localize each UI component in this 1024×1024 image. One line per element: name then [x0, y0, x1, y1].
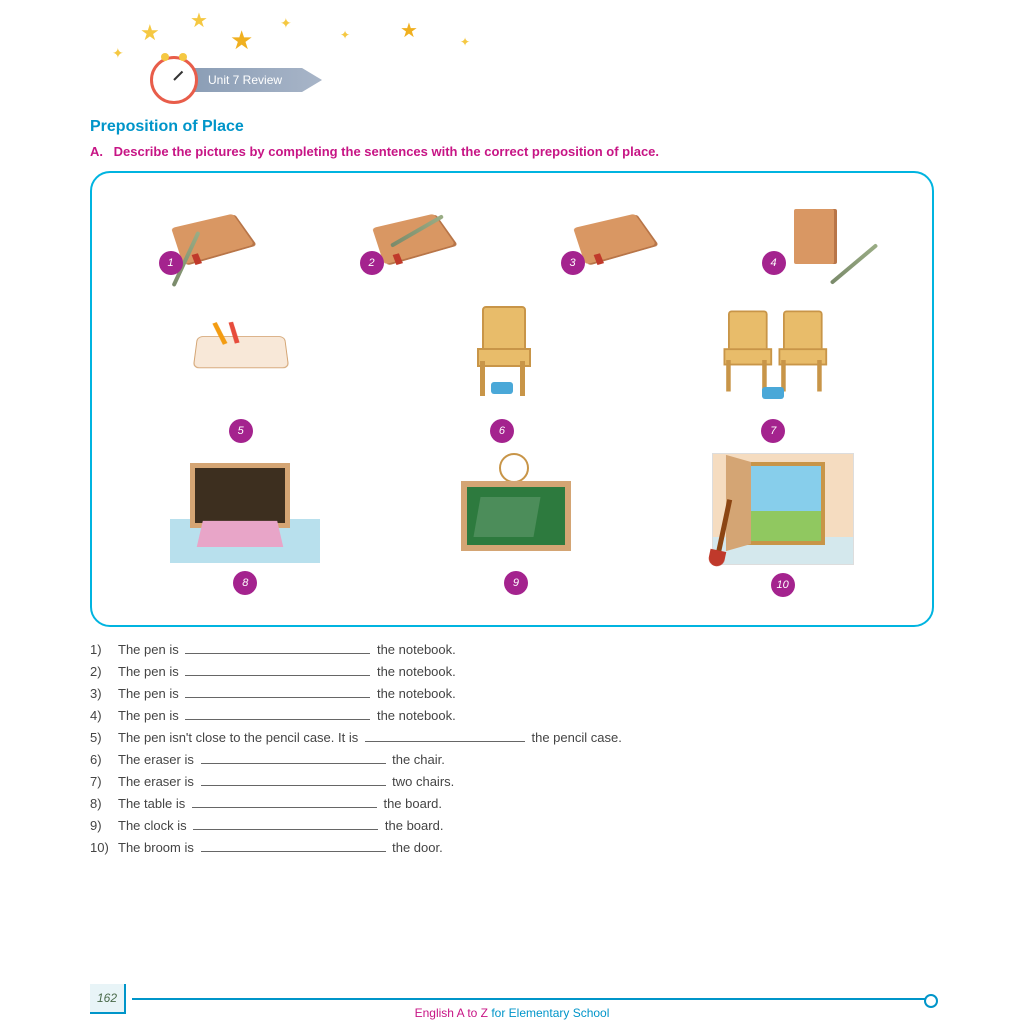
- section-title: Preposition of Place: [90, 118, 934, 136]
- picture-3: 3: [553, 191, 673, 281]
- exercise-letter: A.: [90, 144, 110, 159]
- picture-1: 1: [151, 191, 271, 281]
- number-badge: 1: [159, 251, 183, 275]
- picture-6: 6: [427, 291, 577, 443]
- question-1: 1)The pen is the notebook.: [90, 642, 934, 657]
- question-2: 2)The pen is the notebook.: [90, 664, 934, 679]
- footer-title: English A to Z for Elementary School: [407, 1006, 618, 1020]
- answer-blank[interactable]: [193, 829, 378, 830]
- number-badge: 3: [561, 251, 585, 275]
- picture-row-1: 1 2 3 4: [110, 191, 914, 281]
- star-icon: ★: [140, 20, 160, 46]
- question-8: 8)The table is the board.: [90, 796, 934, 811]
- picture-9: 9: [441, 453, 591, 597]
- picture-8: 8: [170, 453, 320, 597]
- answer-blank[interactable]: [185, 719, 370, 720]
- star-icon: ✦: [112, 45, 124, 62]
- star-icon: ★: [230, 25, 253, 56]
- footer-divider: [132, 998, 934, 1000]
- star-icon: ✦: [460, 35, 470, 49]
- picture-2: 2: [352, 191, 472, 281]
- pictures-container: 1 2 3 4 5 6: [90, 171, 934, 627]
- question-7: 7)The eraser is two chairs.: [90, 774, 934, 789]
- answer-blank[interactable]: [365, 741, 525, 742]
- picture-10: 10: [712, 453, 854, 597]
- unit-header: Unit 7 Review: [150, 60, 934, 100]
- number-badge: 6: [490, 419, 514, 443]
- number-badge: 7: [761, 419, 785, 443]
- number-badge: 4: [762, 251, 786, 275]
- question-10: 10)The broom is the door.: [90, 840, 934, 855]
- answer-blank[interactable]: [192, 807, 377, 808]
- exercise-instruction: A. Describe the pictures by completing t…: [90, 144, 934, 159]
- page-number: 162: [90, 984, 126, 1014]
- star-icon: ✦: [340, 28, 350, 42]
- picture-row-3: 8 9 10: [110, 453, 914, 597]
- question-4: 4)The pen is the notebook.: [90, 708, 934, 723]
- star-icon: ✦: [280, 15, 292, 32]
- star-icon: ★: [190, 8, 208, 33]
- question-6: 6)The eraser is the chair.: [90, 752, 934, 767]
- answer-blank[interactable]: [201, 851, 386, 852]
- answer-blank[interactable]: [185, 653, 370, 654]
- picture-7: 7: [688, 291, 858, 443]
- picture-5: 5: [166, 291, 316, 443]
- picture-row-2: 5 6 7: [110, 291, 914, 443]
- answer-blank[interactable]: [185, 675, 370, 676]
- page-footer: 162 English A to Z for Elementary School: [90, 984, 934, 1014]
- number-badge: 9: [504, 571, 528, 595]
- answer-blank[interactable]: [201, 763, 386, 764]
- question-9: 9)The clock is the board.: [90, 818, 934, 833]
- answer-blank[interactable]: [185, 697, 370, 698]
- decorative-stars: ★ ★ ★ ✦ ✦ ★ ✦ ✦: [140, 0, 440, 60]
- unit-banner: Unit 7 Review: [188, 68, 322, 92]
- instruction-text: Describe the pictures by completing the …: [114, 144, 659, 159]
- number-badge: 5: [229, 419, 253, 443]
- questions-list: 1)The pen is the notebook. 2)The pen is …: [90, 642, 934, 855]
- number-badge: 8: [233, 571, 257, 595]
- number-badge: 10: [771, 573, 795, 597]
- answer-blank[interactable]: [201, 785, 386, 786]
- question-5: 5)The pen isn't close to the pencil case…: [90, 730, 934, 745]
- number-badge: 2: [360, 251, 384, 275]
- picture-4: 4: [754, 191, 874, 281]
- star-icon: ★: [400, 18, 418, 43]
- question-3: 3)The pen is the notebook.: [90, 686, 934, 701]
- clock-icon: [150, 56, 198, 104]
